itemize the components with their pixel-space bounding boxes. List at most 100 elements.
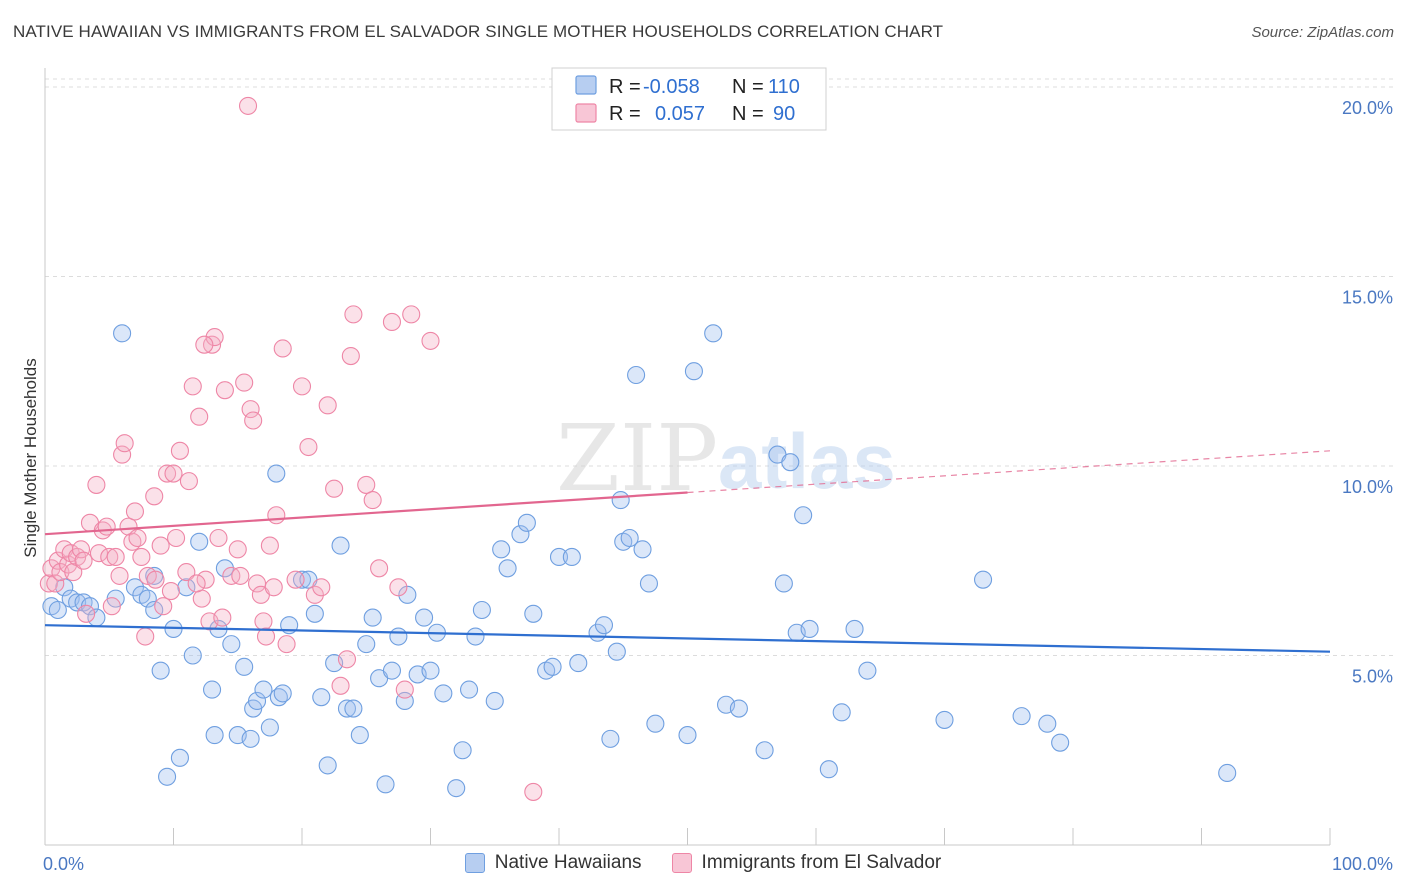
point-s0-73 <box>543 657 562 676</box>
point-s1-60 <box>318 396 337 415</box>
point-s0-69 <box>511 525 530 544</box>
point-s0-49 <box>363 608 382 627</box>
point-s1-51 <box>260 536 279 555</box>
point-s0-9 <box>113 324 132 343</box>
stats-legend: R = -0.058 N = 110 R = 0.057 N = 90 <box>551 67 827 131</box>
point-s0-66 <box>485 691 504 711</box>
point-s0-42 <box>318 756 337 775</box>
point-s0-102 <box>845 619 864 639</box>
series-legend: Native Hawaiians Immigrants from El Salv… <box>0 852 1406 874</box>
point-s0-10 <box>125 578 144 597</box>
point-s0-84 <box>627 365 646 385</box>
series-legend-item-native-hawaiians: Native Hawaiians <box>464 852 642 874</box>
y-tick-label-0: 5.0% <box>1352 666 1393 686</box>
point-s1-55 <box>286 570 305 589</box>
point-s0-68 <box>498 559 517 578</box>
trend-lines <box>44 450 1331 653</box>
point-s0-20 <box>183 646 202 665</box>
point-s1-57 <box>299 437 318 457</box>
point-s1-70 <box>389 578 408 597</box>
point-s1-83 <box>97 517 116 536</box>
point-s1-59 <box>312 578 331 597</box>
point-s1-30 <box>164 464 183 483</box>
point-s1-11 <box>74 551 93 570</box>
point-s1-27 <box>151 536 170 555</box>
point-s1-61 <box>325 479 344 498</box>
point-s0-46 <box>344 699 363 718</box>
point-s0-41 <box>312 688 331 707</box>
point-s0-89 <box>684 362 703 381</box>
point-s0-86 <box>639 574 659 593</box>
legend-n-value-2: 90 <box>773 103 795 125</box>
point-s0-63 <box>459 680 479 699</box>
point-s1-42 <box>215 381 234 400</box>
point-s1-33 <box>179 472 198 491</box>
point-s1-37 <box>196 570 215 589</box>
point-s1-82 <box>187 574 206 593</box>
point-s0-93 <box>755 741 774 760</box>
point-s0-19 <box>177 578 196 597</box>
legend-box <box>551 67 827 131</box>
trend-line-s0 <box>44 624 1331 653</box>
point-s0-52 <box>382 661 402 680</box>
point-s0-1 <box>48 600 67 620</box>
point-s1-22 <box>125 502 144 521</box>
point-s0-103 <box>858 661 877 680</box>
point-s0-70 <box>517 513 536 532</box>
point-s1-20 <box>115 434 134 453</box>
point-s1-10 <box>71 540 91 559</box>
point-s0-90 <box>704 324 723 343</box>
point-s0-64 <box>466 627 485 646</box>
point-s1-81 <box>128 528 147 548</box>
point-s1-52 <box>267 506 286 525</box>
point-s0-21 <box>190 532 209 551</box>
y-tick-label-1: 10.0% <box>1342 477 1393 497</box>
point-s0-83 <box>620 528 639 548</box>
y-tick-label-3: 20.0% <box>1342 98 1393 118</box>
point-s1-64 <box>341 347 360 366</box>
point-s0-29 <box>241 729 260 748</box>
point-s0-28 <box>235 657 254 676</box>
point-s0-67 <box>492 540 511 559</box>
point-s0-107 <box>1038 714 1057 733</box>
legend-n-label-1: N = <box>732 76 764 98</box>
point-s0-76 <box>569 654 588 673</box>
watermark-zip: ZIP <box>556 405 718 512</box>
point-s0-75 <box>562 547 581 566</box>
x-tick-label-1: 100.0% <box>1332 854 1393 874</box>
point-s0-2 <box>55 578 74 597</box>
point-s1-41 <box>209 528 228 548</box>
point-s1-2 <box>46 574 65 593</box>
legend-r-value-2: 0.057 <box>655 103 705 125</box>
legend-n-label-2: N = <box>732 103 764 125</box>
point-s0-95 <box>774 574 793 593</box>
point-s1-58 <box>305 585 324 604</box>
trend-line-s1-solid <box>44 491 688 536</box>
point-s0-98 <box>794 506 813 525</box>
point-s0-78 <box>594 616 614 635</box>
point-s1-62 <box>331 676 350 695</box>
point-s0-36 <box>273 684 292 703</box>
point-s1-4 <box>51 563 70 582</box>
series-label-native-hawaiians: Native Hawaiians <box>494 852 642 873</box>
point-s0-62 <box>453 741 472 760</box>
point-s0-99 <box>800 619 819 639</box>
y-axis-label: Single Mother Households <box>21 358 40 557</box>
series-swatch-el-salvador <box>671 853 692 873</box>
point-s1-32 <box>177 563 196 582</box>
point-s1-67 <box>363 491 382 510</box>
watermark: ZIP atlas <box>556 405 896 512</box>
point-s1-17 <box>102 597 121 616</box>
point-s1-71 <box>395 680 414 699</box>
point-s1-89 <box>524 782 543 801</box>
point-s1-50 <box>256 627 276 646</box>
point-s1-53 <box>273 339 292 358</box>
point-s1-88 <box>264 578 283 597</box>
point-s0-80 <box>607 642 626 661</box>
point-s0-51 <box>376 775 395 794</box>
point-s1-56 <box>292 377 312 396</box>
point-s0-74 <box>549 547 569 566</box>
point-s1-79 <box>161 582 180 601</box>
series-swatch-native-hawaiians <box>464 853 485 873</box>
